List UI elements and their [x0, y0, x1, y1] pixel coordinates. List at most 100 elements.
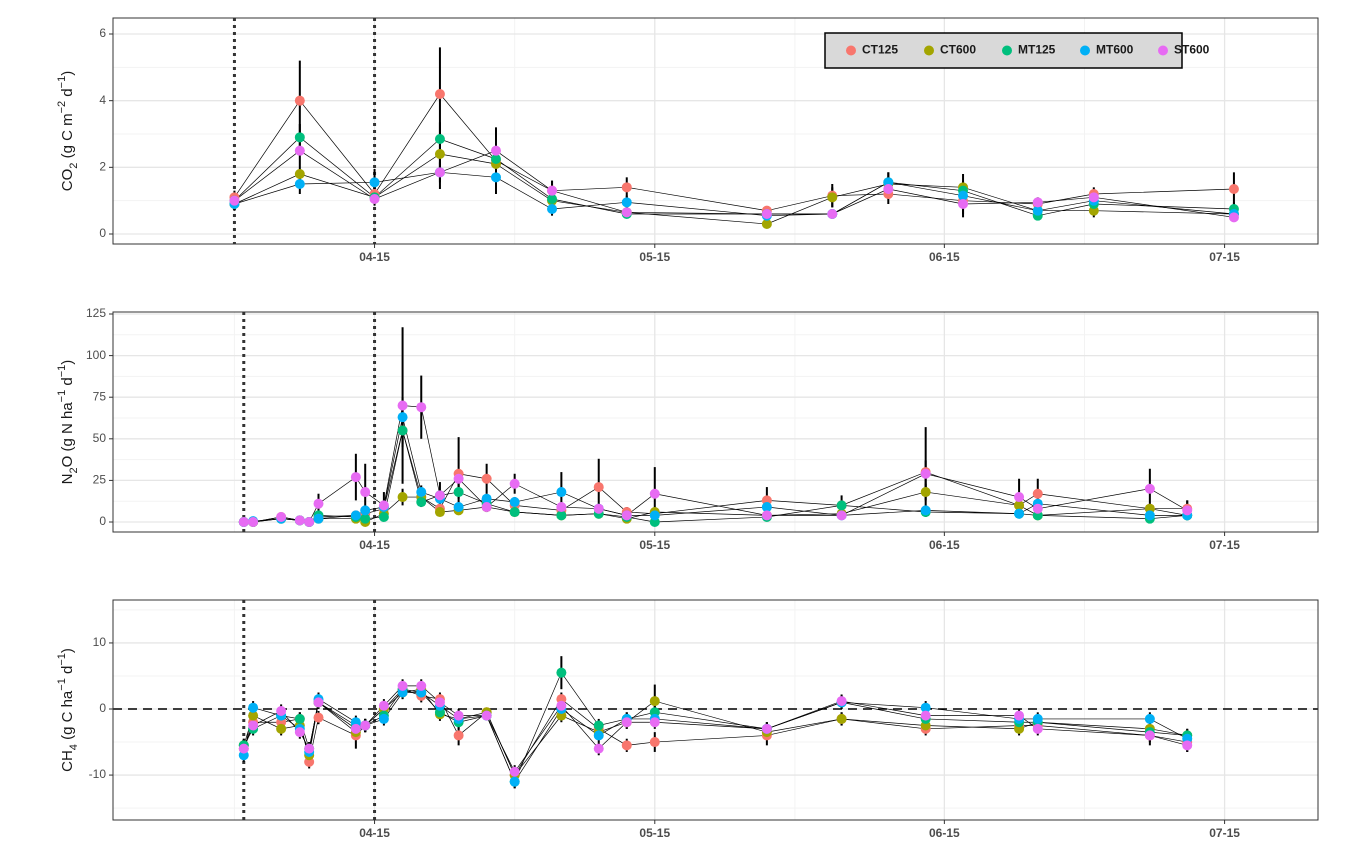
data-point: [397, 492, 408, 503]
data-point: [378, 500, 389, 511]
data-point: [276, 512, 287, 523]
y-tick-label: 10: [93, 635, 107, 649]
x-tick-label: 06-15: [929, 538, 960, 552]
data-point: [621, 717, 632, 728]
x-tick-label: 05-15: [639, 538, 670, 552]
data-point: [369, 177, 380, 188]
data-point: [621, 182, 632, 193]
data-point: [453, 730, 464, 741]
legend-marker: [1080, 45, 1090, 56]
y-axis-label-part: −1: [56, 365, 68, 378]
data-point: [490, 154, 501, 164]
data-point: [958, 190, 969, 201]
legend-marker: [1002, 45, 1012, 56]
data-point: [313, 712, 324, 723]
data-point: [1088, 192, 1099, 203]
data-point: [416, 680, 427, 691]
data-point: [453, 473, 464, 484]
plot-background: [113, 600, 1318, 820]
data-point: [313, 697, 324, 708]
data-point: [509, 776, 520, 787]
data-point: [378, 700, 389, 711]
data-point: [360, 720, 371, 731]
data-point: [304, 517, 315, 528]
series-line: [234, 150, 1234, 218]
data-point: [481, 502, 492, 513]
data-point: [360, 487, 371, 498]
data-point: [556, 700, 567, 711]
data-point: [1228, 212, 1239, 223]
data-point: [481, 493, 492, 504]
data-point: [883, 184, 894, 194]
data-point: [248, 710, 259, 721]
data-point: [649, 737, 660, 748]
data-point: [547, 194, 558, 204]
data-point: [453, 487, 464, 498]
data-point: [920, 710, 931, 721]
data-point: [761, 510, 772, 521]
data-point: [761, 723, 772, 734]
data-point: [434, 134, 445, 144]
data-point: [1014, 492, 1025, 503]
data-point: [1032, 713, 1043, 724]
data-point: [490, 172, 501, 183]
panel: -10 0 10 04-15 05-15 06-15 07-15 CH4 (g C ha−1 …: [56, 599, 1319, 840]
data-point: [649, 488, 660, 499]
y-tick-label: 50: [93, 431, 107, 445]
data-point: [621, 207, 632, 218]
data-point: [1182, 740, 1193, 751]
data-point: [350, 510, 361, 521]
data-point: [1032, 503, 1043, 514]
data-point: [360, 513, 371, 524]
data-point: [397, 400, 408, 411]
data-point: [369, 194, 380, 204]
legend-marker: [1158, 45, 1168, 56]
data-point: [836, 713, 847, 724]
x-tick-label: 04-15: [359, 250, 390, 264]
data-point: [509, 766, 520, 777]
data-point: [313, 513, 324, 524]
data-point: [827, 209, 838, 219]
data-point: [621, 510, 632, 521]
data-point: [649, 510, 660, 521]
y-tick-label: 0: [99, 701, 106, 715]
data-point: [1144, 510, 1155, 521]
x-tick-label: 04-15: [359, 538, 390, 552]
data-point: [434, 507, 445, 518]
data-point: [434, 89, 445, 99]
y-axis-label-part: −1: [56, 76, 68, 89]
data-point: [360, 505, 371, 516]
data-point: [313, 498, 324, 509]
y-tick-label: -10: [89, 767, 107, 781]
y-axis-label-part: −2: [56, 101, 68, 114]
data-point: [1014, 710, 1025, 721]
data-point: [490, 145, 501, 156]
data-point: [434, 697, 445, 708]
series-line: [234, 136, 1234, 217]
data-point: [509, 507, 520, 518]
data-point: [621, 197, 632, 208]
y-tick-label: 75: [93, 389, 107, 403]
data-point: [1182, 505, 1193, 516]
y-axis-label: CH4 (g C ha−1 d−1): [56, 648, 80, 772]
y-axis-label-part: CH: [59, 750, 76, 772]
data-point: [294, 727, 305, 738]
y-axis-label-part: ): [59, 648, 76, 653]
data-point: [416, 402, 427, 413]
data-point: [1014, 500, 1025, 511]
x-tick-label: 06-15: [929, 826, 960, 840]
x-tick-label: 07-15: [1209, 826, 1240, 840]
data-point: [294, 713, 305, 724]
plot-background: [113, 312, 1318, 532]
y-axis-label-part: (g C m: [59, 113, 76, 162]
data-point: [1144, 730, 1155, 741]
data-point: [920, 505, 931, 516]
data-point: [509, 497, 520, 508]
data-point: [350, 723, 361, 734]
data-point: [304, 743, 315, 754]
data-point: [593, 482, 604, 493]
data-point: [294, 95, 305, 106]
y-axis-label-part: (g C ha: [59, 690, 76, 744]
data-point: [1032, 723, 1043, 734]
